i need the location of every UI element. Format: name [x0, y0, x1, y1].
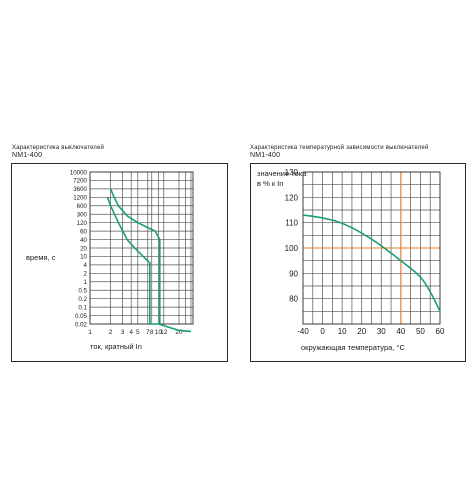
- x-tick-label: 3: [121, 329, 125, 336]
- trip-curve-upper: [109, 188, 161, 324]
- x-tick-label: 20: [357, 327, 366, 336]
- y-tick-label: 110: [285, 219, 298, 228]
- temperature-curve: [302, 214, 441, 312]
- x-tick-label: 60: [436, 327, 445, 336]
- y-axis-label-line1: значение тока: [257, 169, 307, 178]
- y-tick-label: 0.05: [75, 313, 88, 320]
- x-tick-label: -40: [297, 327, 309, 336]
- left-chart-panel: 1 2 3 4 5 7 8 10 12 20 10000 7200 3600 1200 600 300 120 6…: [11, 163, 228, 362]
- y-tick-label: 4: [84, 262, 88, 269]
- right-chart-heading-line1: Характеристика температурной зависимости…: [250, 145, 429, 151]
- y-tick-label: 0.2: [78, 296, 87, 303]
- right-chart-heading-line2: NM1-400: [250, 152, 281, 159]
- x-tick-label: 40: [396, 327, 405, 336]
- x-axis-label: окружающая температура, °С: [301, 343, 405, 352]
- y-tick-label: 0.5: [78, 288, 87, 295]
- x-tick-label: 10: [338, 327, 347, 336]
- x-tick-label: 5: [136, 329, 140, 336]
- right-chart-panel: -40 0 10 20 30 40 50 60 130 120 110 100 90 80 значение…: [250, 163, 466, 362]
- y-tick-label: 0.1: [78, 304, 87, 311]
- y-tick-label: 130: [285, 168, 299, 177]
- x-tick-label: 50: [416, 327, 425, 336]
- x-tick-label: 1: [88, 329, 92, 336]
- y-tick-label: 1: [84, 279, 88, 286]
- x-tick-label: 20: [175, 329, 183, 336]
- y-tick-label: 300: [77, 212, 88, 219]
- plot-frame: [302, 171, 441, 325]
- left-chart-heading-line2: NM1-400: [12, 152, 43, 159]
- y-tick-label: 80: [289, 295, 298, 304]
- x-tick-label: 2: [109, 329, 113, 336]
- x-axis-label: ток, кратный In: [90, 342, 142, 351]
- y-tick-label: 1200: [73, 195, 87, 202]
- x-tick-label: 10: [155, 329, 163, 336]
- y-tick-label: 2: [84, 271, 88, 278]
- y-tick-label: 20: [80, 245, 87, 252]
- x-tick-label: 8: [150, 329, 154, 336]
- y-tick-label: 10000: [70, 169, 88, 176]
- y-tick-label: 40: [80, 237, 87, 244]
- y-tick-label: 0.02: [75, 321, 88, 328]
- y-tick-label: 100: [285, 244, 299, 253]
- x-tick-label: 0: [320, 327, 325, 336]
- y-tick-label: 3600: [73, 186, 87, 193]
- y-tick-label: 10: [80, 254, 87, 261]
- y-axis-label: время, с: [26, 253, 56, 262]
- x-tick-label: 7: [146, 329, 150, 336]
- x-tick-label: 4: [129, 329, 133, 336]
- temperature-dependence-chart: -40 0 10 20 30 40 50 60 130 120 110 100 90 80 значение…: [257, 168, 445, 352]
- y-tick-label: 60: [80, 228, 87, 235]
- left-chart-heading: Характеристика выключателей NM1-400: [12, 144, 104, 160]
- left-chart-heading-line1: Характеристика выключателей: [12, 145, 105, 151]
- x-tick-label: 12: [160, 329, 168, 336]
- y-tick-label: 7200: [73, 178, 87, 185]
- y-axis-label-line2: в % к In: [257, 179, 283, 188]
- plot-frame: [89, 171, 194, 325]
- y-tick-label: 600: [77, 203, 88, 210]
- y-tick-label: 120: [77, 220, 88, 227]
- trip-curve-lower: [106, 197, 192, 333]
- x-tick-label: 30: [377, 327, 386, 336]
- right-chart-heading: Характеристика температурной зависимости…: [250, 144, 429, 160]
- y-tick-label: 120: [285, 193, 299, 202]
- y-tick-label: 90: [289, 269, 298, 278]
